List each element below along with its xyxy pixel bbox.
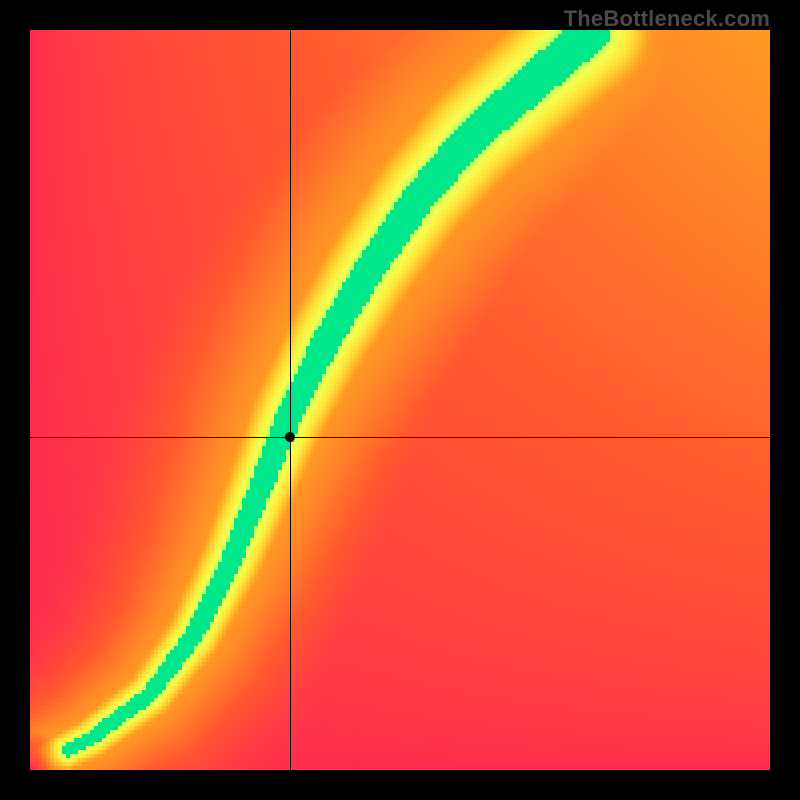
watermark-text: TheBottleneck.com (564, 6, 770, 32)
heatmap-canvas (30, 30, 770, 770)
crosshair-marker (285, 432, 295, 442)
crosshair-horizontal (30, 437, 770, 438)
plot-area (30, 30, 770, 770)
chart-frame: TheBottleneck.com (0, 0, 800, 800)
crosshair-vertical (290, 30, 291, 770)
